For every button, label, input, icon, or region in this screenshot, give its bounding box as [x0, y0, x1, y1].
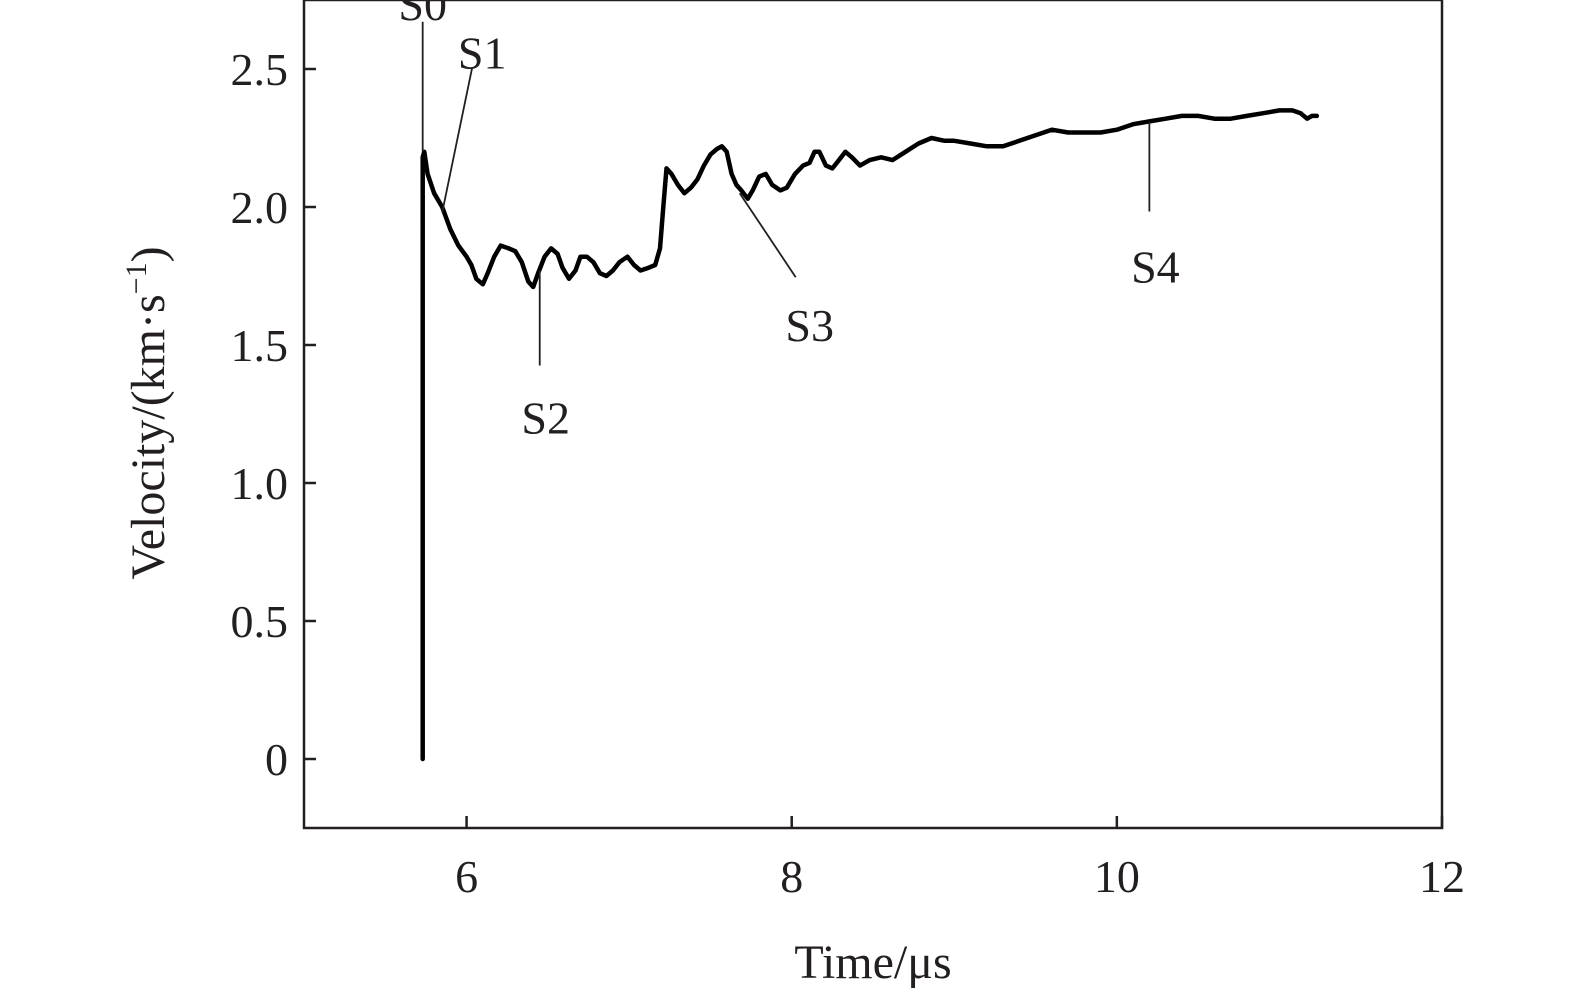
- annotation-label-s0: S0: [398, 0, 447, 30]
- y-tick-label-0: 0: [265, 734, 288, 785]
- y-tick-label-1.0: 1.0: [231, 458, 289, 509]
- series-line-velocity: [420, 108, 1320, 762]
- x-tick-label-8: 8: [780, 851, 803, 902]
- annotation-label-s1: S1: [458, 28, 507, 79]
- y-axis-label-close: ): [122, 246, 175, 262]
- annotation-leader-s3: [738, 192, 797, 278]
- y-axis-label: Velocity/(km·s−1): [120, 246, 175, 579]
- y-axis-label-main: Velocity/(km·s: [122, 294, 175, 579]
- x-tick-label-10: 10: [1094, 851, 1140, 902]
- plot-frame: [302, 0, 1444, 830]
- y-tick-label-0.5: 0.5: [231, 596, 289, 647]
- y-tick-label-2.0: 2.0: [231, 182, 289, 233]
- y-tick-label-1.5: 1.5: [231, 320, 289, 371]
- annotation-label-s2: S2: [521, 392, 570, 443]
- x-axis-ticks: 6 8 10 12: [455, 816, 1465, 902]
- x-tick-label-6: 6: [455, 851, 478, 902]
- y-axis-ticks: 0 0.5 1.0 1.5 2.0 2.5: [231, 44, 316, 785]
- annotation-label-s3: S3: [785, 300, 834, 351]
- x-axis-label: Time/μs: [794, 936, 951, 989]
- x-tick-label-12: 12: [1419, 851, 1465, 902]
- annotation-label-s4: S4: [1131, 241, 1180, 292]
- annotation-leader-s1: [441, 67, 474, 213]
- y-tick-label-2.5: 2.5: [231, 44, 289, 95]
- curve-annotations: S0 S1 S2 S3 S4: [398, 0, 1179, 443]
- y-axis-label-superscript: −1: [120, 262, 153, 294]
